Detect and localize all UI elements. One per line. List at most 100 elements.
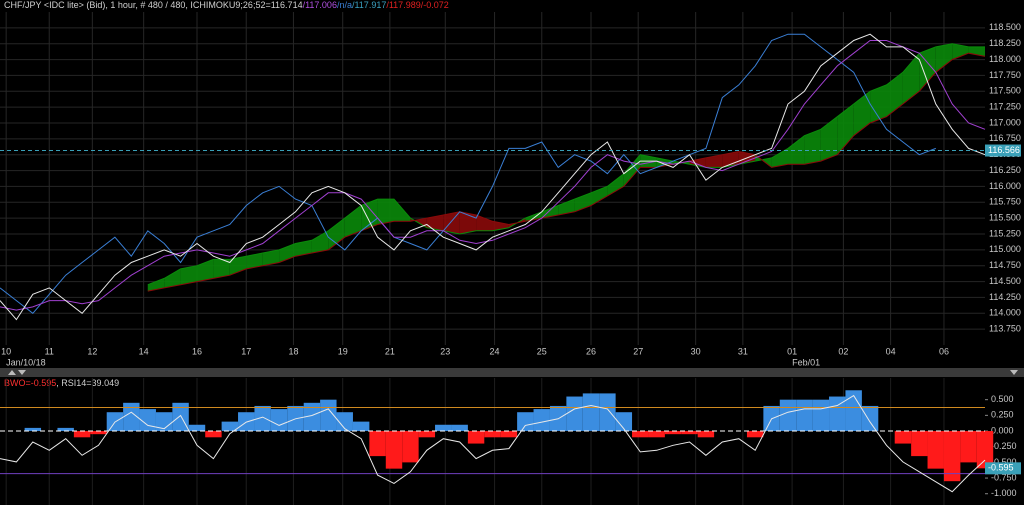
text-run: /117.989 <box>386 0 420 10</box>
histogram-bar <box>205 431 222 438</box>
histogram-bar <box>960 431 977 463</box>
histogram-bar <box>385 431 403 469</box>
x-tick-label: 18 <box>288 346 298 356</box>
x-tick-label: 14 <box>139 346 149 356</box>
cloud <box>705 154 723 168</box>
histogram-bar <box>435 424 452 432</box>
histogram-bar <box>467 431 485 444</box>
histogram-bar <box>894 431 912 444</box>
last-value-label: -0.595 <box>988 463 1014 473</box>
histogram-bar <box>57 427 74 432</box>
cloud <box>558 199 575 215</box>
x-tick-label: 26 <box>586 346 596 356</box>
y-tick-label: 115.000 <box>989 244 1021 254</box>
histogram-bar <box>615 412 633 432</box>
cloud <box>164 268 181 288</box>
text-run: /117.006 <box>303 0 337 10</box>
text-run: , RSI14=39.049 <box>56 378 119 388</box>
histogram-bar <box>582 393 600 432</box>
y-tick-label: 115.500 <box>989 213 1021 223</box>
y-tick-label: 118.250 <box>989 38 1021 48</box>
last-price-label: 116.566 <box>988 145 1020 155</box>
y-tick-label: -0.250 <box>991 441 1017 451</box>
last-value-box <box>985 462 1021 475</box>
cloud <box>886 72 903 117</box>
x-major-label: Feb/01 <box>792 357 820 367</box>
cloud <box>213 259 230 279</box>
cloud <box>853 91 871 136</box>
cloud <box>574 192 591 212</box>
histogram-bar <box>746 431 764 438</box>
cloud <box>459 211 477 234</box>
histogram-bar <box>352 421 370 432</box>
cloud <box>344 205 362 238</box>
x-tick-label: 11 <box>45 346 54 356</box>
x-tick-label: 19 <box>338 346 348 356</box>
chart-title: CHF/JPY <IDC lite> (Bid), 1 hour, # 480 … <box>4 0 449 10</box>
histogram-bar <box>779 399 797 432</box>
y-tick-label: 116.750 <box>989 133 1021 143</box>
cloud <box>147 278 165 292</box>
y-tick-label: 117.250 <box>989 102 1021 112</box>
y-tick-label: 116.000 <box>989 181 1021 191</box>
histogram-bar <box>418 431 436 438</box>
y-tick-label: -0.500 <box>991 457 1017 467</box>
y-tick-label: 113.750 <box>989 324 1021 334</box>
cloud <box>361 199 378 231</box>
text-run: CHF/JPY <IDC lite> (Bid), 1 hour, # 480 … <box>4 0 303 10</box>
indicator-labels: BWO=-0.595, RSI14=39.049 <box>4 378 119 388</box>
y-tick-label: 115.750 <box>989 197 1021 207</box>
x-tick-label: 17 <box>241 346 251 356</box>
text-run: /n/a <box>337 0 352 10</box>
pane-arrow[interactable] <box>1010 370 1018 375</box>
y-tick-label: -1.000 <box>991 488 1017 498</box>
histogram-bar <box>369 431 386 457</box>
pane-divider <box>0 368 1024 377</box>
cloud <box>377 199 394 225</box>
cloud <box>623 154 641 187</box>
text-run: /-0.072 <box>421 0 449 10</box>
pane-arrows[interactable] <box>8 370 26 375</box>
histogram-bar <box>599 393 616 432</box>
cloud <box>837 103 854 155</box>
x-tick-label: 31 <box>738 346 748 356</box>
cloud <box>197 259 214 282</box>
histogram-bar <box>303 402 321 432</box>
histogram-bar <box>812 399 830 432</box>
cloud <box>870 84 887 123</box>
text-run: BWO=-0.595 <box>4 378 56 388</box>
cloud <box>722 151 739 168</box>
y-tick-label: 116.250 <box>989 165 1021 175</box>
cloud <box>295 240 312 257</box>
histogram-bar <box>484 431 501 438</box>
histogram-bar <box>829 396 846 432</box>
cloud <box>541 205 559 219</box>
histogram-bar <box>976 431 994 469</box>
y-tick-label: -0.750 <box>991 472 1017 482</box>
histogram-bar <box>664 431 682 435</box>
x-tick-label: 02 <box>838 346 848 356</box>
histogram-bar <box>632 431 649 438</box>
cloud <box>820 116 838 162</box>
last-price-box <box>985 144 1021 157</box>
histogram-bar <box>172 402 189 432</box>
cloud <box>328 218 345 250</box>
text-run: /117.917 <box>352 0 386 10</box>
y-tick-label: 117.750 <box>989 70 1021 80</box>
histogram-bar <box>24 427 42 432</box>
x-tick-label: 24 <box>490 346 500 356</box>
x-tick-label: 01 <box>787 346 797 356</box>
x-tick-label: 25 <box>537 346 547 356</box>
cloud <box>607 173 624 196</box>
histogram-bar <box>155 412 173 432</box>
series-line <box>0 33 986 321</box>
cloud <box>229 256 247 276</box>
series-line <box>0 40 986 311</box>
x-tick-label: 12 <box>87 346 97 356</box>
cloud <box>262 249 280 266</box>
histogram-bar <box>845 390 862 432</box>
histogram-bar <box>796 399 813 432</box>
rsi-line <box>0 394 986 493</box>
